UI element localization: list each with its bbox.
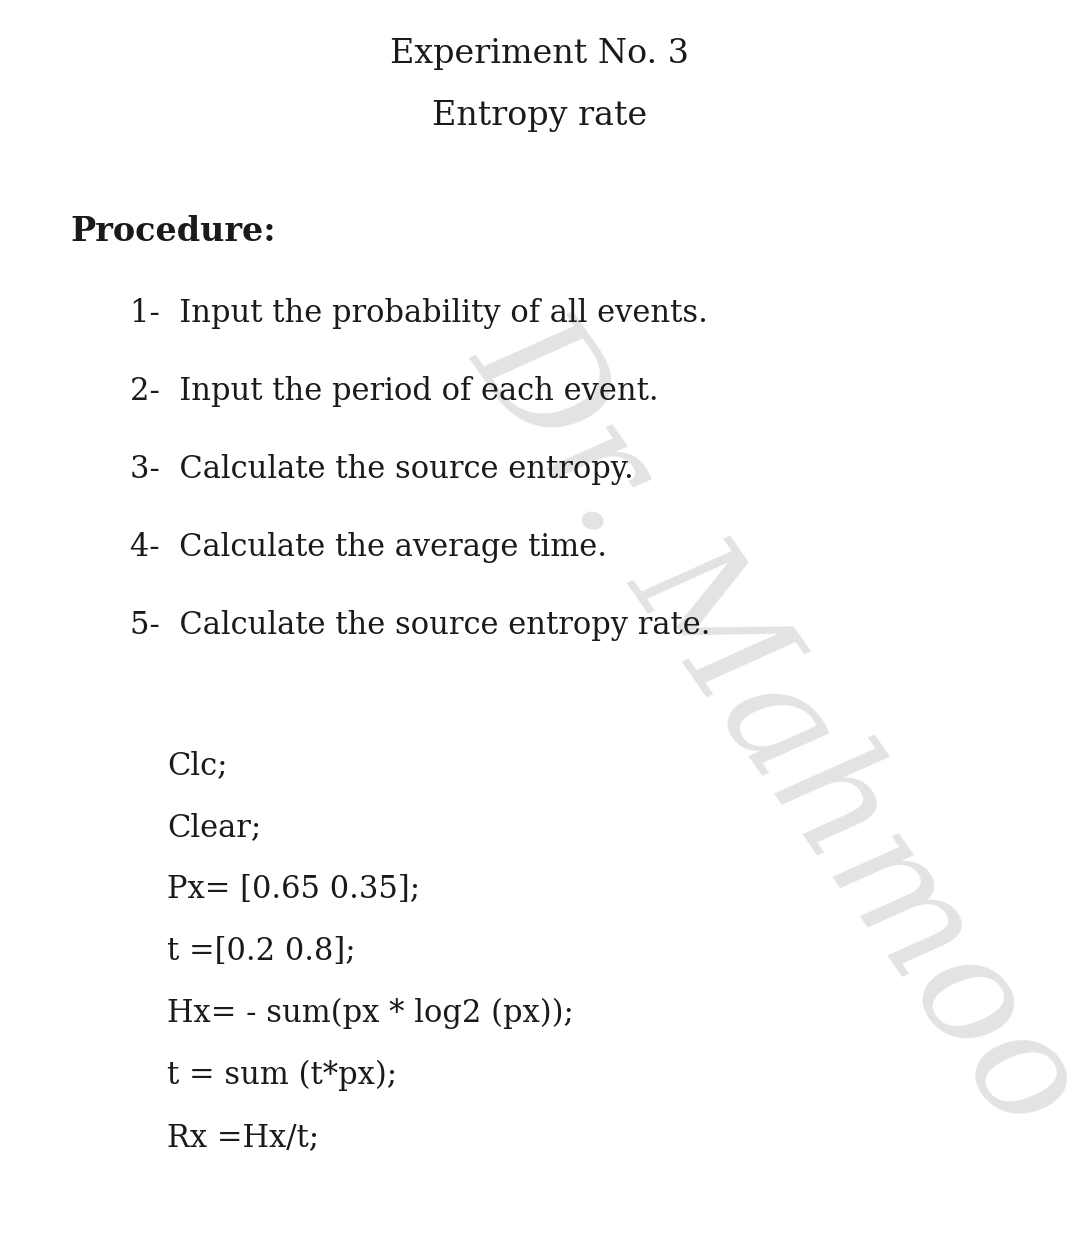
Text: t = sum (t*px);: t = sum (t*px);: [167, 1060, 397, 1091]
Text: Rx =Hx/t;: Rx =Hx/t;: [167, 1122, 320, 1153]
Text: Entropy rate: Entropy rate: [432, 100, 648, 132]
Text: Dr. Mahmoo: Dr. Mahmoo: [444, 290, 1080, 1153]
Text: Hx= - sum(px * log2 (px));: Hx= - sum(px * log2 (px));: [167, 998, 575, 1029]
Text: 2-  Input the period of each event.: 2- Input the period of each event.: [130, 376, 658, 407]
Text: t =[0.2 0.8];: t =[0.2 0.8];: [167, 935, 356, 967]
Text: Experiment No. 3: Experiment No. 3: [391, 39, 689, 70]
Text: Px= [0.65 0.35];: Px= [0.65 0.35];: [167, 875, 420, 904]
Text: Clc;: Clc;: [167, 750, 228, 781]
Text: 4-  Calculate the average time.: 4- Calculate the average time.: [130, 532, 607, 564]
Text: 1-  Input the probability of all events.: 1- Input the probability of all events.: [130, 299, 707, 328]
Text: 5-  Calculate the source entropy rate.: 5- Calculate the source entropy rate.: [130, 610, 711, 641]
Text: Procedure:: Procedure:: [70, 215, 275, 248]
Text: Clear;: Clear;: [167, 812, 261, 843]
Text: 3-  Calculate the source entropy.: 3- Calculate the source entropy.: [130, 454, 633, 485]
